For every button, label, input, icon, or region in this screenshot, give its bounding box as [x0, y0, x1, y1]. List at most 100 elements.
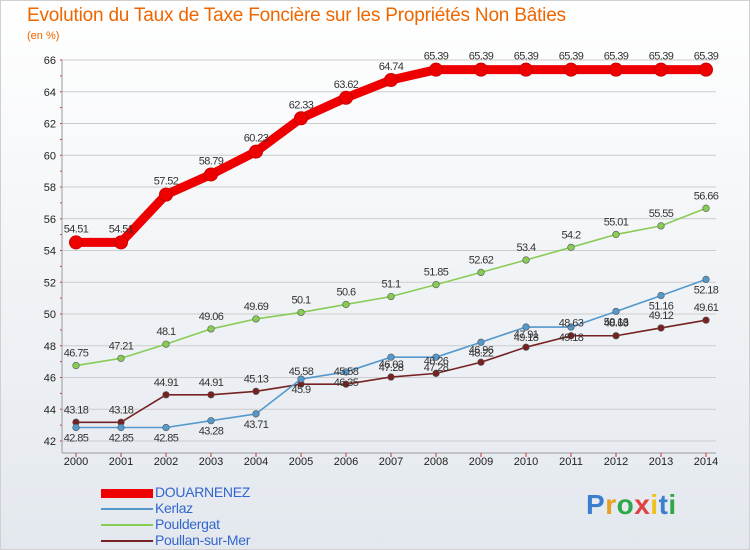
data-label: 51.1 — [381, 279, 400, 291]
data-label: 46.35 — [334, 377, 359, 389]
data-point — [297, 375, 305, 383]
chart-title: Evolution du Taux de Taxe Foncière sur l… — [27, 5, 566, 26]
data-label: 54.2 — [561, 229, 580, 241]
data-point — [477, 338, 485, 346]
data-point — [612, 332, 620, 340]
data-label: 63.62 — [334, 79, 359, 91]
data-point — [159, 187, 173, 202]
legend-swatch — [101, 508, 153, 510]
data-label: 43.18 — [64, 404, 89, 416]
y-tick-label: 42 — [44, 436, 56, 448]
x-tick-label: 2008 — [424, 456, 448, 468]
data-point — [204, 167, 218, 182]
logo-letter: t — [658, 489, 669, 520]
logo-letter: i — [668, 489, 677, 520]
data-label: 42.85 — [64, 433, 89, 445]
x-tick-label: 2010 — [514, 456, 538, 468]
y-tick-label: 50 — [44, 309, 56, 321]
data-point — [429, 62, 443, 77]
data-point — [522, 256, 530, 264]
x-tick-label: 2012 — [604, 456, 628, 468]
data-label: 56.66 — [694, 190, 719, 202]
data-point — [474, 62, 488, 77]
data-label: 58.79 — [199, 155, 224, 167]
data-point — [114, 235, 128, 250]
data-label: 53.4 — [516, 242, 535, 254]
data-label: 47.91 — [514, 329, 539, 341]
data-label: 50.1 — [291, 294, 310, 306]
data-label: 48.1 — [156, 326, 175, 338]
data-label: 42.85 — [109, 433, 134, 445]
data-label: 52.18 — [694, 284, 719, 296]
legend-label: Poullan-sur-Mer — [155, 532, 251, 548]
data-label: 54.51 — [109, 223, 134, 235]
data-point — [252, 387, 260, 395]
data-label: 42.85 — [154, 433, 179, 445]
x-tick-label: 2000 — [64, 456, 88, 468]
proxiti-logo: Proxiti — [586, 489, 677, 521]
data-point — [657, 222, 665, 230]
data-point — [342, 300, 350, 309]
logo-letter: i — [650, 489, 659, 520]
data-point — [387, 292, 395, 301]
logo-letter: x — [634, 489, 651, 520]
data-point — [297, 308, 305, 317]
data-point — [519, 62, 533, 77]
data-label: 46.03 — [379, 359, 404, 371]
data-point — [72, 423, 80, 432]
logo-letter: P — [586, 489, 606, 520]
data-point — [339, 90, 353, 105]
data-label: 65.39 — [604, 51, 629, 63]
data-label: 65.39 — [559, 51, 584, 63]
data-label: 47.28 — [379, 362, 404, 374]
data-point — [567, 243, 575, 251]
data-label: 48.63 — [604, 318, 629, 330]
data-point — [567, 332, 575, 340]
data-point — [162, 391, 170, 399]
y-unit-label: (en %) — [27, 30, 60, 42]
data-label: 50.6 — [336, 286, 355, 298]
data-label: 43.28 — [199, 426, 224, 438]
x-tick-label: 2011 — [559, 456, 583, 468]
data-point — [612, 230, 620, 239]
y-tick-label: 44 — [44, 404, 56, 416]
data-point — [387, 373, 395, 381]
x-tick-label: 2006 — [334, 456, 358, 468]
data-point — [342, 380, 350, 388]
data-point — [657, 291, 665, 300]
logo-letter: o — [616, 489, 635, 520]
legend-label: Pouldergat — [155, 516, 220, 532]
series-line-kerlaz — [75, 278, 707, 429]
data-point — [207, 325, 215, 333]
data-label: 49.12 — [649, 310, 674, 322]
data-label: 44.91 — [199, 377, 224, 389]
legend-label: DOUARNENEZ — [155, 484, 251, 500]
legend-swatch — [101, 489, 153, 498]
data-point — [702, 204, 710, 212]
data-point — [162, 423, 170, 432]
data-label: 57.52 — [154, 176, 179, 188]
data-label: 55.55 — [649, 208, 674, 220]
data-label: 65.39 — [424, 51, 449, 63]
data-label: 65.39 — [469, 51, 494, 63]
legend-swatch — [101, 524, 153, 526]
data-label: 65.39 — [514, 51, 539, 63]
data-label: 60.23 — [244, 133, 269, 145]
data-label: 49.06 — [199, 311, 224, 323]
data-point — [522, 323, 530, 331]
data-label: 65.39 — [649, 51, 674, 63]
data-label: 46.96 — [469, 344, 494, 356]
logo-letter: r — [605, 489, 617, 520]
data-point — [342, 368, 350, 376]
data-point — [432, 353, 440, 361]
data-label: 49.18 — [514, 332, 539, 344]
data-point — [207, 417, 215, 425]
y-tick-label: 58 — [44, 182, 56, 194]
x-tick-label: 2009 — [469, 456, 493, 468]
data-label: 51.85 — [424, 267, 449, 279]
data-label: 62.33 — [289, 99, 314, 111]
data-label: 55.01 — [604, 216, 629, 228]
data-point — [522, 343, 530, 351]
data-point — [657, 324, 665, 332]
